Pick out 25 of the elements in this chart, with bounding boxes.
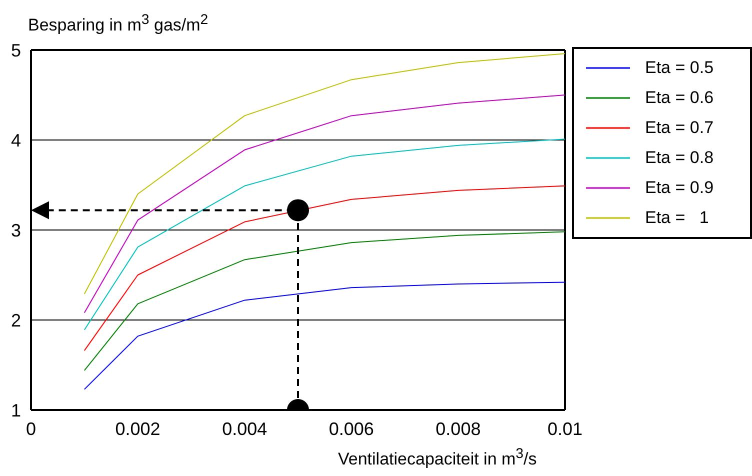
line-series (84, 231, 565, 371)
line-series (84, 94, 565, 314)
legend-label: Eta = 0.9 (645, 178, 714, 198)
x-tick-label: 0.006 (328, 418, 374, 439)
y-tick-label: 2 (10, 310, 21, 330)
y-axis-title: Besparing in m$^{3}$ gas/m$^{2}$ (28, 12, 208, 36)
line-series (84, 185, 565, 352)
y-tick-label: 4 (10, 130, 21, 150)
y-tick-label: 3 (10, 220, 21, 240)
line-series (84, 138, 565, 330)
x-tick-label: 0 (26, 418, 36, 439)
legend-label: Eta = 0.8 (645, 148, 714, 168)
legend-label: Eta = 0.7 (645, 118, 714, 138)
legend-label: Eta = 0.6 (645, 88, 714, 108)
y-tick-label: 5 (10, 40, 21, 60)
x-tick-label: 0.004 (222, 418, 268, 439)
x-tick-label: 0.01 (547, 418, 583, 439)
y-tick-label: 1 (10, 400, 21, 420)
x-axis-title: Ventilatiecapaciteit in m$^{3}$/s (338, 446, 537, 470)
line-series (84, 282, 565, 390)
legend-label: Eta = 1 (645, 208, 709, 228)
x-tick-label: 0.008 (436, 418, 481, 439)
legend-label: Eta = 0.5 (645, 58, 714, 78)
x-tick-label: 0.002 (115, 418, 160, 439)
line-series (84, 53, 565, 294)
